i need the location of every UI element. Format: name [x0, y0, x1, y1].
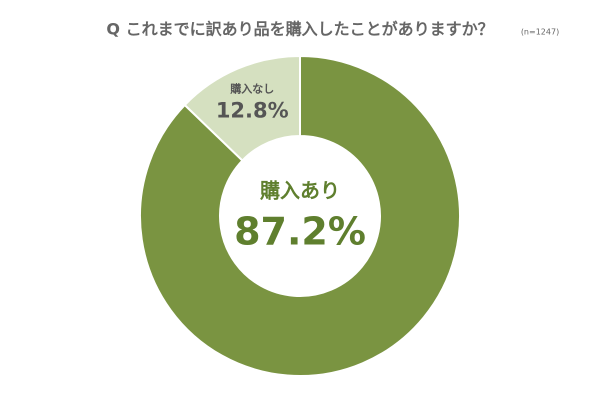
slice-value-label: 12.8% [216, 99, 289, 123]
chart-title: Q これまでに訳あり品を購入したことがありますか？ [106, 20, 493, 39]
slice-category-label: 購入あり [260, 179, 340, 203]
slice-category-label: 購入なし [229, 82, 274, 96]
chart-subtitle: (n=1247) [521, 28, 559, 37]
donut-slice [139, 54, 461, 377]
donut-slice [183, 54, 301, 162]
slice-value-label: 87.2% [234, 210, 366, 254]
